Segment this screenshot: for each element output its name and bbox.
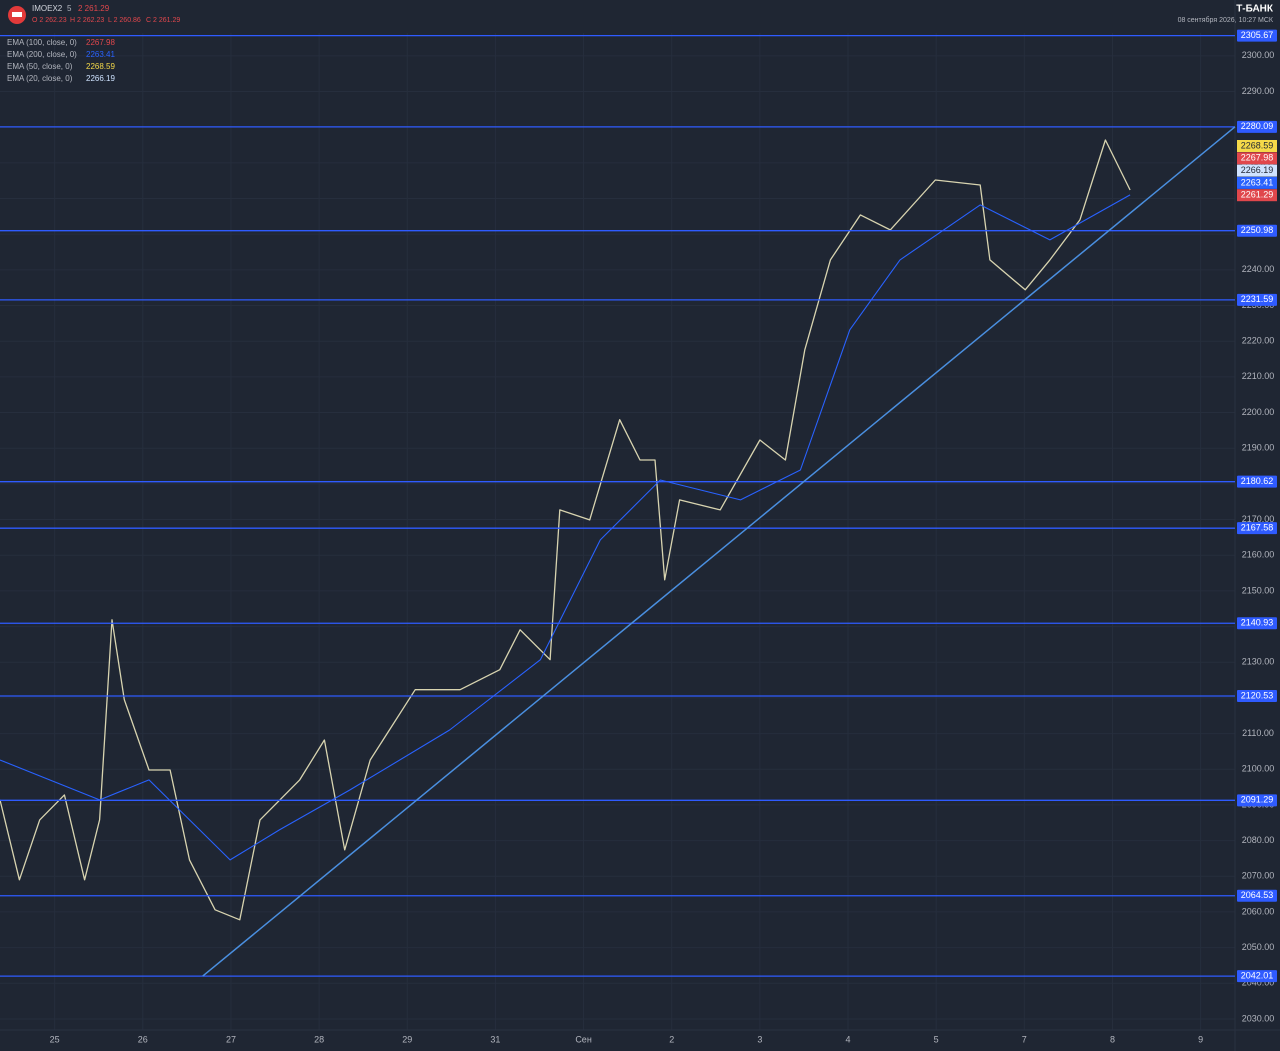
- y-tick-label: 2030.00: [1242, 1013, 1275, 1023]
- level-tag: [1237, 475, 1277, 488]
- x-tick-label: 5: [934, 1034, 939, 1044]
- level-tag: [1237, 794, 1277, 807]
- symbol-icon-inner: [12, 12, 22, 17]
- trendline: [202, 126, 1236, 977]
- level-tag-label: 2064.53: [1241, 890, 1274, 900]
- level-tag: [1237, 970, 1277, 983]
- y-tick-label: 2220.00: [1242, 336, 1275, 346]
- level-tag: [1237, 224, 1277, 237]
- y-tick-label: 2170.00: [1242, 514, 1275, 524]
- y-tick-label: 2150.00: [1242, 585, 1275, 595]
- indicator-tag-label: 2266.19: [1241, 165, 1274, 175]
- level-tag: [1237, 120, 1277, 133]
- last-label: 2 261.29: [78, 4, 110, 13]
- price-line: [0, 139, 1131, 921]
- x-tick-label: 28: [314, 1034, 324, 1044]
- indicator-value: 2263.41: [86, 50, 115, 59]
- ohlc-value: O 2 262.23: [32, 17, 67, 24]
- interval: 5: [67, 4, 72, 13]
- level-tag-label: 2231.59: [1241, 294, 1274, 304]
- x-tick-label: 26: [138, 1034, 148, 1044]
- level-tag-label: 2167.58: [1241, 523, 1274, 533]
- level-tag: [1237, 690, 1277, 703]
- ohlc-value: L 2 260.86: [108, 17, 141, 24]
- level-tag-label: 2140.93: [1241, 618, 1274, 628]
- ohlc-value: C 2 261.29: [146, 17, 180, 24]
- x-tick-label: 25: [50, 1034, 60, 1044]
- indicator-tag: [1237, 176, 1277, 189]
- level-tag: [1237, 293, 1277, 306]
- x-tick-label: 31: [490, 1034, 500, 1044]
- y-tick-label: 2130.00: [1242, 657, 1275, 667]
- indicator-tag: [1237, 140, 1277, 152]
- level-tag-label: 2091.29: [1241, 795, 1274, 805]
- level-tag-label: 2305.67: [1241, 30, 1274, 40]
- y-tick-label: 2290.00: [1242, 86, 1275, 96]
- last-price-label: 2261.29: [1241, 190, 1274, 200]
- level-tag-label: 2120.53: [1241, 690, 1274, 700]
- indicator-name: EMA (200, close, 0): [7, 50, 77, 59]
- y-tick-label: 2110.00: [1242, 728, 1274, 738]
- level-tag: [1237, 617, 1277, 630]
- indicator-value: 2267.98: [86, 38, 115, 47]
- level-tag-label: 2250.98: [1241, 225, 1274, 235]
- indicator-tag-label: 2263.41: [1241, 177, 1274, 187]
- y-tick-label: 2300.00: [1242, 50, 1275, 60]
- last-price-tag: [1237, 189, 1277, 202]
- y-tick-label: 2210.00: [1242, 371, 1275, 381]
- brand: Т-БАНК: [1236, 4, 1274, 15]
- indicator-tag-label: 2267.98: [1241, 153, 1274, 163]
- indicator-tag-label: 2268.59: [1241, 140, 1274, 150]
- level-tag-label: 2042.01: [1241, 970, 1274, 980]
- indicator-name: EMA (100, close, 0): [7, 38, 77, 47]
- y-tick-label: 2240.00: [1242, 264, 1275, 274]
- y-tick-label: 2080.00: [1242, 835, 1275, 845]
- x-tick-label: 7: [1022, 1034, 1027, 1044]
- indicator-value: 2266.19: [86, 74, 115, 83]
- indicator-name: EMA (20, close, 0): [7, 74, 73, 83]
- timestamp: 08 сентября 2026, 10:27 МСК: [1178, 16, 1274, 24]
- x-tick-label: 4: [846, 1034, 851, 1044]
- ohlc-value: H 2 262.23: [70, 17, 104, 24]
- level-tag-label: 2180.62: [1241, 476, 1274, 486]
- indicator-tag: [1237, 164, 1277, 177]
- level-tag: [1237, 29, 1277, 42]
- y-tick-label: 2190.00: [1242, 443, 1275, 453]
- y-tick-label: 2100.00: [1242, 764, 1275, 774]
- x-tick-label: 9: [1198, 1034, 1203, 1044]
- level-tag: [1237, 889, 1277, 902]
- x-tick-label: 2: [669, 1034, 674, 1044]
- y-tick-label: 2160.00: [1242, 550, 1275, 560]
- y-tick-label: 2050.00: [1242, 942, 1275, 952]
- y-tick-label: 2060.00: [1242, 906, 1275, 916]
- symbol: IMOEX2: [32, 4, 63, 13]
- x-tick-label: 29: [402, 1034, 412, 1044]
- x-tick-label: 3: [757, 1034, 762, 1044]
- y-tick-label: 2070.00: [1242, 871, 1275, 881]
- x-tick-label: 8: [1110, 1034, 1115, 1044]
- indicator-name: EMA (50, close, 0): [7, 62, 73, 71]
- level-tag: [1237, 522, 1277, 535]
- indicator-value: 2268.59: [86, 62, 115, 71]
- y-tick-label: 2200.00: [1242, 407, 1275, 417]
- ema-line: [0, 194, 1131, 861]
- x-tick-label: 27: [226, 1034, 236, 1044]
- level-tag-label: 2280.09: [1241, 121, 1274, 131]
- x-tick-label: Сен: [575, 1034, 592, 1044]
- y-tick-label: 2040.00: [1242, 978, 1275, 988]
- indicator-tag: [1237, 152, 1277, 165]
